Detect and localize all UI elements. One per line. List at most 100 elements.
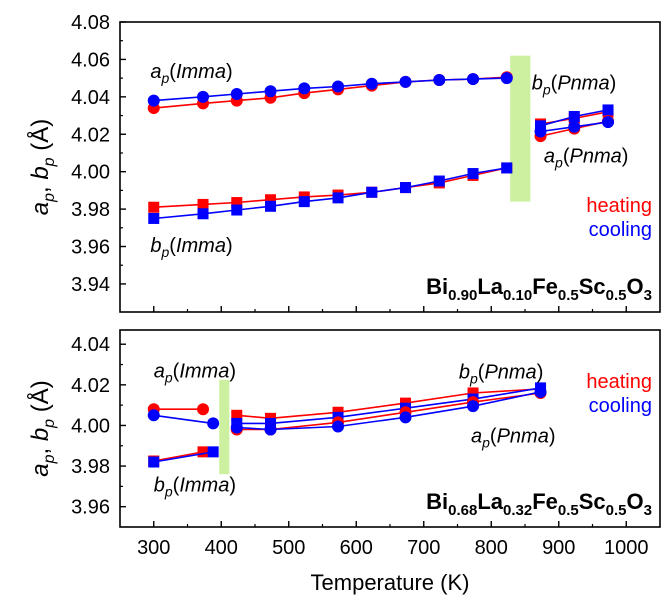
legend-cooling: cooling <box>589 219 652 241</box>
y-tick-label: 4.04 <box>71 334 110 356</box>
y-tick-label: 4.06 <box>71 49 110 71</box>
compound-formula: Bi0.68​La0.32​Fe0.5​Sc0.5​O3​ <box>426 489 652 519</box>
data-point <box>467 387 479 399</box>
y-tick-label: 4.00 <box>71 415 110 437</box>
x-tick-label: 800 <box>475 537 508 559</box>
data-point <box>298 196 310 208</box>
data-point <box>400 182 412 194</box>
transition-band <box>219 379 230 475</box>
data-point <box>264 423 277 436</box>
y-tick-label: 3.98 <box>71 456 110 478</box>
data-point <box>399 75 412 88</box>
data-point <box>197 208 209 220</box>
data-point <box>148 212 160 224</box>
data-point <box>332 192 344 204</box>
x-tick-label: 900 <box>542 537 575 559</box>
data-point <box>230 421 243 434</box>
data-point <box>231 204 243 216</box>
x-tick-label: 500 <box>272 537 305 559</box>
series-cooling-square <box>148 446 219 468</box>
series-line <box>153 414 214 425</box>
data-point <box>230 88 243 101</box>
data-point <box>433 175 445 187</box>
x-tick-label: 600 <box>340 537 373 559</box>
top-panel: 3.94 3.96 3.98 4.00 4.02 4.04 4.06 4.08 ap​, bp​… <box>26 12 661 313</box>
data-point <box>207 417 220 430</box>
series-line <box>236 388 541 420</box>
data-point <box>147 409 160 422</box>
series-cooling-circle <box>534 116 615 138</box>
legend-heating: heating <box>586 371 652 393</box>
data-point <box>365 77 378 90</box>
data-point <box>332 420 345 433</box>
y-tick-label: 4.04 <box>71 87 110 109</box>
data-point <box>231 409 243 421</box>
data-point <box>534 125 547 138</box>
y-tick-label: 3.94 <box>71 274 110 296</box>
data-point <box>207 446 219 458</box>
series-cooling-circle <box>230 385 547 436</box>
y-tick-label: 3.98 <box>71 199 110 221</box>
data-point <box>147 94 160 107</box>
transition-band <box>510 55 531 202</box>
data-point <box>568 110 580 122</box>
x-tick-label: 300 <box>137 537 170 559</box>
phase-annotation: ap(Pnma) <box>471 426 556 451</box>
legend-heating: heating <box>586 195 652 217</box>
phase-annotation: bp(Imma) <box>154 474 236 499</box>
y-tick-label: 3.96 <box>71 237 110 259</box>
legend-cooling: cooling <box>589 395 652 417</box>
data-point <box>148 456 160 468</box>
bottom-panel: 3.96 3.98 4.00 4.02 4.04 300 400 500 600 700 800 90… <box>26 329 661 559</box>
series-heating-square <box>231 383 547 424</box>
y-axis-label: ap​, bp​ (Å) <box>26 380 58 477</box>
series-cooling-circle <box>147 72 513 107</box>
data-point <box>298 82 311 95</box>
data-point <box>265 200 277 212</box>
series-cooling-square <box>148 162 513 224</box>
data-point <box>399 411 412 424</box>
data-point <box>602 116 615 129</box>
series-line <box>153 451 214 463</box>
x-tick-label: 400 <box>205 537 238 559</box>
series-heating-square <box>148 162 513 213</box>
x-axis-label: Temperature (K) <box>311 570 470 595</box>
data-point <box>197 403 210 416</box>
data-point <box>602 104 614 116</box>
data-point <box>467 73 480 86</box>
y-tick-label: 4.08 <box>71 12 110 34</box>
x-tick-label: 1000 <box>604 537 649 559</box>
data-point <box>197 198 209 210</box>
data-point <box>264 85 277 98</box>
data-point <box>501 162 513 174</box>
series-cooling-circle <box>147 409 220 430</box>
phase-annotation: bp(Pnma) <box>459 362 544 387</box>
y-tick-label: 4.02 <box>71 124 110 146</box>
compound-formula: Bi0.90​La0.10​Fe0.5​Sc0.5​O3​ <box>426 274 652 304</box>
phase-annotation: ap(Imma) <box>154 361 236 386</box>
data-point <box>366 186 378 198</box>
series-line <box>236 387 541 425</box>
data-point <box>467 168 479 180</box>
data-point <box>148 201 160 213</box>
y-tick-label: 4.02 <box>71 375 110 397</box>
data-point <box>433 74 446 86</box>
data-point <box>534 385 547 398</box>
data-point <box>332 80 345 93</box>
phase-annotation: ap(Pnma) <box>544 145 629 170</box>
phase-annotation: bp(Pnma) <box>532 72 617 97</box>
y-tick-label: 3.96 <box>71 497 110 519</box>
x-tick-label: 700 <box>407 537 440 559</box>
phase-annotation: bp(Imma) <box>150 235 232 260</box>
data-point <box>231 197 243 209</box>
data-point <box>265 417 277 429</box>
data-point <box>197 446 209 458</box>
data-point <box>467 400 480 413</box>
y-axis-label: ap​, bp​ (Å) <box>26 119 58 216</box>
data-point <box>568 120 581 133</box>
data-point <box>265 194 277 206</box>
series-line <box>153 451 204 462</box>
data-point <box>500 72 513 85</box>
data-point <box>197 90 210 103</box>
